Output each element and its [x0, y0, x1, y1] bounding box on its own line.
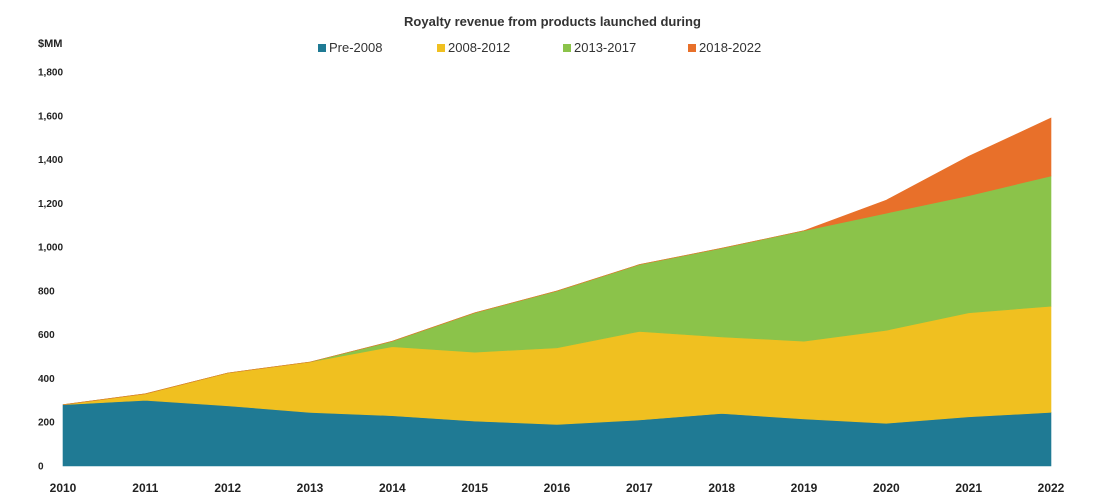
chart-title: Royalty revenue from products launched d… [404, 14, 701, 29]
x-tick-label: 2016 [544, 481, 571, 495]
x-tick-label: 2022 [1038, 481, 1065, 495]
x-tick-label: 2019 [791, 481, 818, 495]
x-tick-label: 2020 [873, 481, 900, 495]
area-2018-2022 [62, 117, 1052, 405]
y-tick-label: 400 [38, 374, 55, 385]
legend-label-2013-2017: 2013-2017 [574, 40, 637, 55]
y-tick-label: 200 [38, 418, 55, 429]
legend-swatch-2008-2012 [437, 43, 445, 52]
legend-swatch-pre-2008 [318, 43, 326, 52]
legend-label-2008-2012: 2008-2012 [448, 40, 511, 55]
legend-swatch-2013-2017 [563, 43, 571, 52]
y-tick-label: 1,800 [38, 68, 63, 79]
x-tick-label: 2017 [626, 481, 653, 495]
y-axis-unit-label: $MM [38, 38, 63, 50]
legend-swatch-2018-2022 [688, 43, 696, 52]
area-layer [62, 117, 1052, 467]
legend-item-2018-2022: 2018-2022 [688, 40, 761, 55]
x-tick-label: 2014 [379, 481, 406, 495]
legend-label-2018-2022: 2018-2022 [699, 40, 762, 55]
legend-label-pre-2008: Pre-2008 [329, 40, 383, 55]
legend-item-pre-2008: Pre-2008 [318, 40, 382, 55]
legend-item-2013-2017: 2013-2017 [563, 40, 636, 55]
y-tick-label: 1,200 [38, 199, 63, 210]
x-axis: 2010 2011 2012 2013 2014 2015 2016 2017 2018 2019… [50, 481, 1065, 495]
x-tick-label: 2015 [461, 481, 488, 495]
x-tick-label: 2013 [297, 481, 324, 495]
y-tick-label: 1,600 [38, 111, 63, 122]
x-tick-label: 2018 [708, 481, 735, 495]
y-tick-label: 600 [38, 330, 55, 341]
y-tick-label: 1,400 [38, 155, 63, 166]
x-tick-label: 2011 [132, 481, 158, 495]
legend: Pre-2008 2008-2012 2013-2017 2018-2022 [0, 40, 1105, 56]
legend-item-2008-2012: 2008-2012 [437, 40, 510, 55]
y-tick-label: 1,000 [38, 243, 63, 254]
y-tick-label: 800 [38, 286, 55, 297]
x-tick-label: 2012 [214, 481, 241, 495]
x-tick-label: 2021 [955, 481, 982, 495]
x-tick-label: 2010 [50, 481, 77, 495]
y-axis: 0 200 400 600 800 1,000 1,200 1,400 1,600 1,800 [38, 68, 63, 473]
y-tick-label: 0 [38, 462, 44, 473]
